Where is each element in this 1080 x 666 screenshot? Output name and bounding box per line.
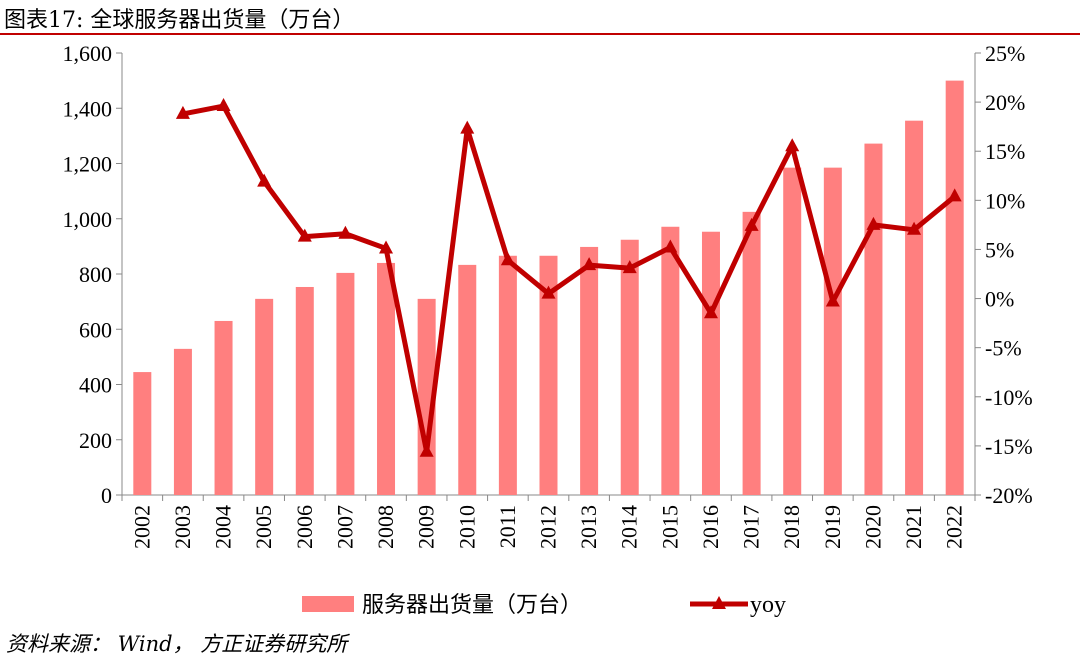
yoy-marker-2013: [582, 257, 597, 271]
x-tick-label: 2019: [820, 505, 845, 549]
bar-2009: [417, 298, 436, 495]
yoy-marker-2010: [460, 120, 475, 134]
right-tick-label: -10%: [985, 385, 1033, 410]
yoy-marker-2019: [825, 293, 840, 307]
title-divider: [0, 33, 1080, 35]
left-tick-label: 0: [101, 483, 112, 508]
right-tick-label: 10%: [985, 188, 1025, 213]
yoy-marker-2011: [500, 252, 515, 266]
chart-title: 图表17: 全球服务器出货量（万台）: [4, 8, 355, 33]
bar-2019: [823, 167, 842, 496]
yoy-marker-2009: [419, 443, 434, 457]
x-tick-label: 2018: [779, 505, 804, 549]
right-tick-label: 5%: [985, 237, 1014, 262]
yoy-marker-2016: [703, 305, 718, 319]
yoy-marker-2004: [216, 98, 231, 112]
x-tick-label: 2017: [739, 505, 764, 549]
right-tick-label: 25%: [985, 41, 1025, 66]
bar-2002: [133, 372, 152, 495]
bar-2014: [620, 239, 639, 495]
right-tick-label: 20%: [985, 90, 1025, 115]
bar-2008: [377, 262, 396, 495]
x-tick-label: 2020: [860, 505, 885, 549]
left-tick-label: 200: [79, 428, 112, 453]
yoy-line: [182, 103, 957, 455]
left-tick-label: 1,400: [63, 96, 113, 121]
bar-2018: [783, 167, 802, 496]
yoy-marker-2014: [622, 260, 637, 274]
x-tick-label: 2011: [495, 505, 520, 548]
bar-2022: [945, 80, 964, 495]
bar-2011: [498, 255, 517, 495]
yoy-marker-2022: [947, 188, 962, 202]
yoy-marker-2007: [338, 225, 353, 239]
right-tick-label: 15%: [985, 139, 1025, 164]
yoy-marker-2017: [744, 217, 759, 231]
x-tick-label: 2015: [657, 505, 682, 549]
left-tick-label: 800: [79, 262, 112, 287]
bar-2003: [173, 348, 192, 495]
bar-2004: [214, 320, 233, 495]
x-tick-label: 2010: [454, 505, 479, 549]
bar-2005: [255, 298, 274, 495]
legend-line-marker: [712, 596, 726, 609]
yoy-marker-2012: [541, 285, 556, 299]
legend-bar-label: 服务器出货量（万台）: [362, 592, 582, 617]
yoy-marker-2018: [785, 138, 800, 152]
source-note: 资料来源： Wind， 方正证券研究所: [6, 632, 348, 656]
x-tick-label: 2014: [617, 505, 642, 549]
yoy-marker-2020: [866, 216, 881, 230]
left-tick-label: 1,000: [63, 207, 113, 232]
yoy-marker-2008: [379, 240, 394, 254]
x-tick-label: 2005: [251, 505, 276, 549]
right-tick-label: 0%: [985, 287, 1014, 312]
bar-2021: [905, 120, 924, 496]
yoy-marker-2006: [297, 228, 312, 242]
yoy-marker-2003: [175, 105, 190, 119]
bar-2017: [742, 211, 761, 495]
x-tick-label: 2002: [129, 505, 154, 549]
left-tick-label: 600: [79, 317, 112, 342]
bar-2010: [458, 264, 477, 495]
bar-2016: [701, 231, 720, 495]
x-tick-label: 2016: [698, 505, 723, 549]
yoy-marker-2021: [907, 221, 922, 235]
left-tick-label: 400: [79, 373, 112, 398]
yoy-marker-2005: [257, 173, 272, 187]
right-tick-label: -20%: [985, 483, 1033, 508]
x-tick-label: 2007: [332, 505, 357, 549]
left-tick-label: 1,600: [63, 41, 113, 66]
yoy-marker-2015: [663, 239, 678, 253]
x-tick-label: 2006: [292, 505, 317, 549]
bar-2013: [580, 246, 599, 495]
bar-2012: [539, 255, 558, 495]
x-tick-label: 2022: [942, 505, 967, 549]
left-tick-label: 1,200: [63, 152, 113, 177]
legend-line-label: yoy: [750, 592, 786, 618]
bar-2007: [336, 272, 355, 495]
x-tick-label: 2003: [170, 505, 195, 549]
x-tick-label: 2008: [373, 505, 398, 549]
x-tick-label: 2021: [901, 505, 926, 549]
right-tick-label: -5%: [985, 336, 1022, 361]
legend-bar-swatch: [302, 596, 354, 612]
right-tick-label: -15%: [985, 434, 1033, 459]
bar-2006: [295, 286, 314, 495]
x-tick-label: 2009: [414, 505, 439, 549]
bar-2015: [661, 226, 680, 496]
x-tick-label: 2004: [211, 505, 236, 549]
x-tick-label: 2013: [576, 505, 601, 549]
x-tick-label: 2012: [536, 505, 561, 549]
bar-2020: [864, 143, 883, 496]
